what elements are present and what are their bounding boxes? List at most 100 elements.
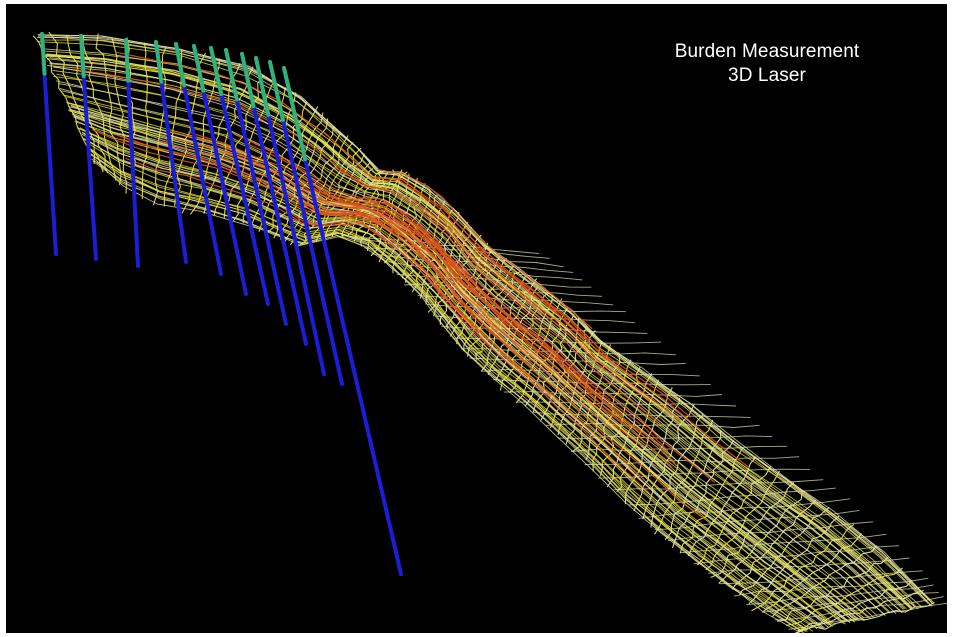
far-bench-line [654, 509, 860, 531]
hole-collar [268, 60, 285, 122]
far-bench-line [708, 557, 910, 574]
far-bench-line [788, 602, 947, 630]
hole-collar [124, 38, 131, 83]
break-line [416, 267, 650, 494]
scan-strand-line [74, 121, 843, 623]
break-line [410, 196, 650, 401]
hole-collar [40, 32, 47, 76]
break-line [307, 177, 514, 329]
far-bench-line [461, 348, 676, 356]
scan-strand-line [83, 137, 825, 629]
scan-strand-line [72, 112, 851, 624]
far-bench-line [638, 498, 851, 519]
far-bench-line [364, 247, 564, 268]
scan-strand-line [36, 41, 929, 604]
far-bench-line [441, 325, 648, 334]
hole-collar [254, 56, 271, 117]
far-bench-line [761, 592, 939, 613]
scan-profile-line [650, 413, 704, 528]
break-line [341, 216, 551, 395]
scan-strand-line [69, 110, 854, 622]
far-bench-line [351, 237, 550, 259]
overlay-title: Burden Measurement 3D Laser [617, 40, 917, 88]
scan-strand-line [37, 37, 932, 607]
hole-collar [209, 46, 224, 97]
scan-profile-line [32, 35, 96, 165]
hole-collar [240, 52, 256, 109]
far-bench-line [679, 533, 887, 554]
scan-strand-line [53, 75, 891, 613]
break-line [387, 220, 614, 431]
scan-strand-line [71, 114, 851, 623]
scan-strand-line [52, 69, 897, 614]
far-bench-line [481, 368, 700, 377]
break-line [397, 179, 633, 377]
break-line [392, 209, 623, 416]
3d-viewport[interactable]: Burden Measurement 3D Laser [6, 4, 947, 633]
scan-strand-line [73, 116, 848, 622]
scan-strand-line [71, 110, 857, 622]
break-line [475, 247, 751, 469]
scan-strand-line [40, 39, 934, 605]
break-line [333, 166, 543, 320]
far-bench-line [775, 596, 944, 621]
break-line [302, 179, 509, 329]
scan-strand-line [49, 63, 906, 610]
break-line [72, 68, 395, 193]
far-bench-line [493, 379, 711, 386]
scan-strand-line [76, 127, 836, 626]
hole-collar [154, 40, 164, 84]
scan-strand-line [53, 66, 902, 612]
far-bench-line [693, 545, 900, 565]
scan-strand-line [67, 102, 864, 618]
break-line [119, 138, 398, 237]
far-bench-line [719, 570, 923, 585]
break-line [430, 208, 681, 421]
scan-strand-line [96, 161, 798, 632]
scan-profile-line [213, 75, 265, 217]
far-bench-line [534, 411, 751, 418]
far-bench-line [558, 435, 773, 440]
break-line [420, 211, 659, 424]
scan-strand-line [73, 115, 846, 625]
break-line [377, 168, 593, 330]
title-line-2: 3D Laser [728, 65, 806, 86]
far-bench-line [668, 521, 874, 542]
hole-collar [174, 42, 187, 88]
scan-strand-line [89, 153, 809, 631]
scan-strand-line [67, 109, 856, 623]
break-line [247, 143, 471, 285]
scan-strand-line [37, 34, 933, 604]
title-line-1: Burden Measurement [674, 41, 860, 62]
far-bench-line [517, 401, 737, 407]
scan-profile-line [141, 42, 149, 200]
break-line [455, 258, 716, 483]
break-line [438, 201, 691, 418]
far-bench-line [341, 234, 540, 255]
break-line [363, 197, 577, 374]
hole-collars [40, 32, 308, 162]
far-bench-line [733, 577, 929, 597]
far-bench-line [746, 584, 934, 606]
far-bench-line [584, 456, 800, 465]
break-line [322, 212, 533, 369]
scan-profile-line [748, 515, 840, 605]
scan-strand-line [43, 54, 915, 608]
hole-collar [224, 48, 239, 102]
break-line [410, 258, 645, 481]
far-bench-line [570, 445, 788, 452]
scan-strand-line [66, 101, 865, 622]
hole-collar [282, 66, 308, 162]
scan-strand-line [86, 142, 818, 630]
scan-profile-line [449, 250, 492, 337]
hole-collar [79, 34, 86, 79]
far-bench-line [628, 487, 836, 506]
far-bench-line [545, 422, 760, 428]
far-bench-line [613, 479, 824, 491]
break-line [451, 292, 706, 520]
far-bench-line [404, 283, 603, 297]
break-line [187, 131, 443, 258]
hole-collar [192, 44, 206, 93]
laser-scan-scene [32, 31, 947, 633]
